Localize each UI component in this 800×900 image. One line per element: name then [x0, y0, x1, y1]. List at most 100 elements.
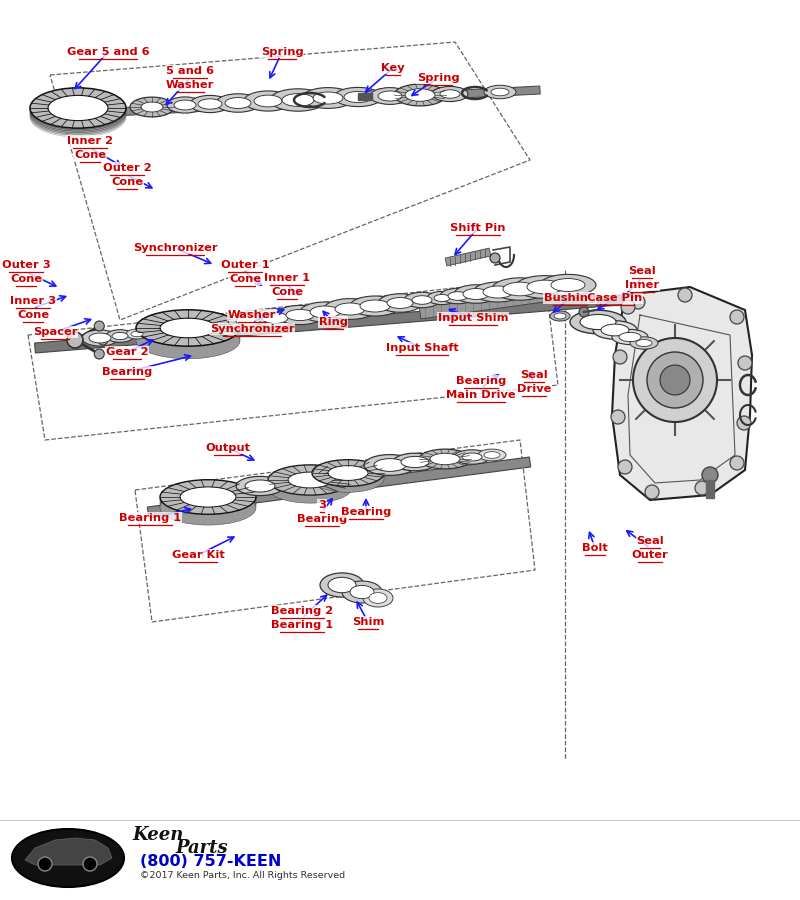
- Text: Synchronizer: Synchronizer: [133, 243, 218, 253]
- Ellipse shape: [245, 480, 275, 492]
- Ellipse shape: [180, 487, 236, 507]
- Ellipse shape: [401, 456, 429, 468]
- Ellipse shape: [253, 309, 297, 328]
- Text: 5 and 6: 5 and 6: [166, 66, 214, 76]
- Ellipse shape: [262, 312, 288, 323]
- Ellipse shape: [30, 94, 126, 134]
- Ellipse shape: [198, 99, 222, 109]
- Ellipse shape: [174, 100, 196, 110]
- Ellipse shape: [430, 454, 460, 464]
- Ellipse shape: [463, 289, 489, 300]
- Circle shape: [730, 456, 744, 470]
- Circle shape: [737, 416, 751, 430]
- Text: Spring: Spring: [417, 73, 459, 83]
- Circle shape: [83, 857, 97, 871]
- Text: Gear 5 and 6: Gear 5 and 6: [66, 47, 150, 57]
- Polygon shape: [54, 86, 540, 119]
- Ellipse shape: [412, 296, 432, 304]
- Ellipse shape: [320, 573, 364, 597]
- Ellipse shape: [434, 294, 450, 302]
- Text: Case Pin: Case Pin: [587, 293, 642, 303]
- Text: Bearing: Bearing: [456, 376, 506, 386]
- Ellipse shape: [236, 476, 284, 496]
- Text: Inner 2: Inner 2: [67, 136, 113, 146]
- Text: Bearing 1: Bearing 1: [271, 620, 333, 630]
- Text: Bearing 1: Bearing 1: [119, 513, 181, 523]
- Ellipse shape: [225, 97, 251, 109]
- Text: Shift Pin: Shift Pin: [450, 223, 506, 233]
- Text: Bearing: Bearing: [341, 507, 391, 517]
- Ellipse shape: [462, 453, 482, 461]
- Text: Cone: Cone: [271, 287, 303, 297]
- Circle shape: [611, 410, 625, 424]
- Ellipse shape: [190, 95, 230, 112]
- Ellipse shape: [160, 480, 256, 514]
- Bar: [706, 480, 714, 498]
- Ellipse shape: [593, 320, 637, 339]
- Text: Bolt: Bolt: [582, 543, 608, 553]
- Ellipse shape: [342, 581, 382, 603]
- Circle shape: [633, 338, 717, 422]
- Ellipse shape: [363, 589, 393, 607]
- Ellipse shape: [270, 89, 326, 112]
- Ellipse shape: [432, 86, 468, 102]
- Ellipse shape: [268, 471, 352, 501]
- Ellipse shape: [350, 585, 374, 598]
- Text: Input Shaft: Input Shaft: [386, 343, 458, 353]
- Text: Bearing: Bearing: [102, 367, 152, 377]
- Polygon shape: [147, 457, 530, 517]
- Ellipse shape: [393, 454, 437, 471]
- Ellipse shape: [136, 320, 240, 357]
- Text: Cone: Cone: [229, 274, 261, 284]
- Ellipse shape: [268, 465, 352, 495]
- Text: Seal: Seal: [636, 536, 664, 546]
- Ellipse shape: [300, 302, 350, 322]
- Text: Cone: Cone: [74, 150, 106, 160]
- Circle shape: [98, 335, 108, 345]
- Text: Outer 3: Outer 3: [2, 260, 50, 270]
- Text: Spacer: Spacer: [33, 327, 78, 337]
- Ellipse shape: [570, 310, 626, 334]
- Polygon shape: [612, 287, 752, 500]
- Ellipse shape: [360, 300, 390, 312]
- Text: Inner 1: Inner 1: [264, 273, 310, 283]
- Ellipse shape: [454, 284, 498, 303]
- Ellipse shape: [312, 464, 384, 490]
- Ellipse shape: [527, 280, 563, 293]
- Ellipse shape: [405, 89, 435, 102]
- Ellipse shape: [112, 332, 128, 339]
- Circle shape: [490, 253, 500, 263]
- Text: Cone: Cone: [111, 177, 143, 187]
- Ellipse shape: [48, 95, 108, 121]
- Circle shape: [618, 460, 632, 474]
- Text: Washer: Washer: [228, 310, 276, 320]
- Circle shape: [579, 307, 589, 317]
- Ellipse shape: [370, 87, 410, 104]
- Ellipse shape: [136, 317, 240, 354]
- Ellipse shape: [131, 331, 143, 337]
- Ellipse shape: [136, 310, 240, 346]
- Ellipse shape: [483, 286, 513, 298]
- Ellipse shape: [282, 94, 314, 106]
- Ellipse shape: [136, 313, 240, 350]
- Ellipse shape: [473, 282, 523, 302]
- Circle shape: [67, 332, 83, 348]
- Ellipse shape: [612, 329, 648, 345]
- Ellipse shape: [141, 102, 163, 112]
- Circle shape: [695, 481, 709, 495]
- Circle shape: [38, 857, 52, 871]
- Text: 3: 3: [318, 500, 326, 510]
- Ellipse shape: [106, 329, 134, 342]
- Ellipse shape: [369, 592, 387, 603]
- Ellipse shape: [236, 316, 260, 326]
- Text: Cone: Cone: [17, 310, 49, 320]
- Ellipse shape: [484, 452, 500, 458]
- Ellipse shape: [419, 449, 471, 469]
- Ellipse shape: [30, 95, 126, 136]
- Ellipse shape: [374, 459, 406, 472]
- Text: Seal: Seal: [628, 266, 656, 276]
- Text: Synchronizer: Synchronizer: [210, 324, 294, 334]
- Ellipse shape: [478, 449, 506, 461]
- Ellipse shape: [30, 97, 126, 137]
- Text: Gear 2: Gear 2: [106, 347, 148, 357]
